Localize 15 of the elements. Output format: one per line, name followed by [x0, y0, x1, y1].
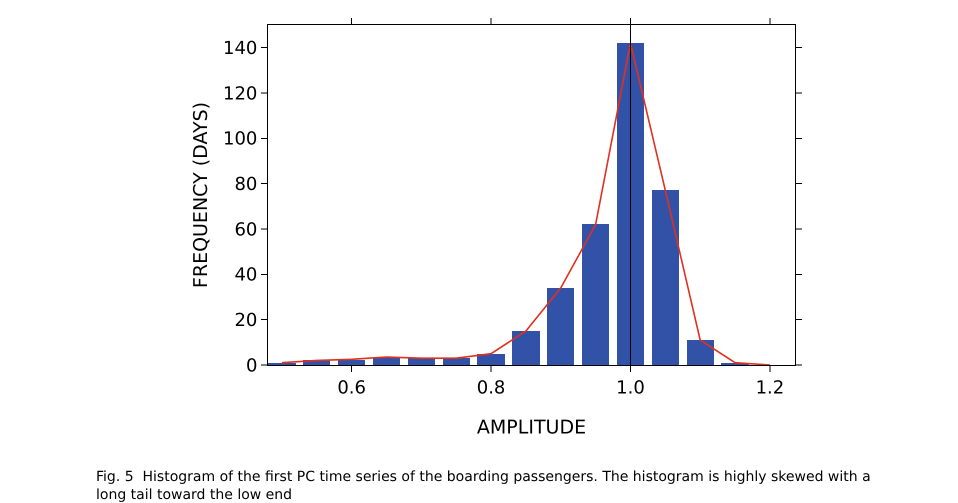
x-tick-label: 1.2: [756, 378, 784, 399]
y-tick-label: 120: [223, 83, 258, 104]
y-tick-label: 60: [234, 219, 258, 240]
y-axis-title: FREQUENCY (DAYS): [190, 102, 212, 288]
y-tick-label: 80: [234, 174, 258, 195]
y-tick-label: 100: [223, 128, 258, 150]
x-axis-title: AMPLITUDE: [476, 416, 586, 438]
y-tick-label: 20: [234, 310, 258, 331]
caption: Fig. 5 Histogram of the first PC time series of the boarding passengers. The histogram is highly skewed with a long tail toward the low end: [96, 469, 871, 503]
x-tick-label: 0.8: [476, 378, 506, 399]
y-tick-label: 0: [246, 355, 258, 376]
y-tick-label: 140: [223, 38, 258, 59]
x-tick-label: 0.6: [337, 378, 366, 399]
x-tick-label: 1.0: [616, 378, 645, 399]
y-tick-label: 40: [234, 264, 258, 286]
